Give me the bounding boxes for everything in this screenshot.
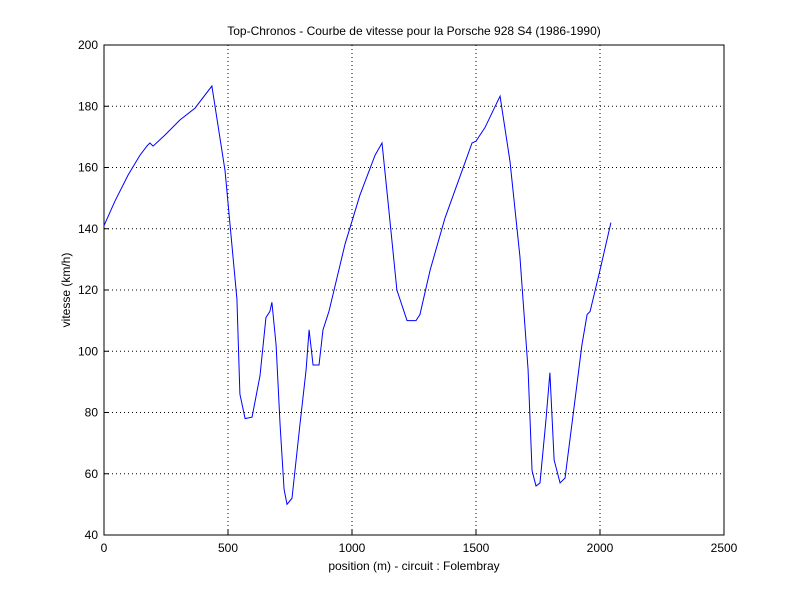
x-tick-label: 1000 [339, 541, 366, 555]
y-tick-label: 40 [85, 528, 99, 542]
line-series [103, 84, 612, 506]
x-tick-label: 0 [101, 541, 108, 555]
y-axis-label: vitesse (km/h) [59, 253, 73, 328]
y-tick-label: 160 [78, 161, 98, 175]
y-tick-label: 120 [78, 283, 98, 297]
y-tick-label: 100 [78, 344, 98, 358]
x-tick-label: 2500 [711, 541, 738, 555]
y-tick-label: 140 [78, 222, 98, 236]
x-axis-label: position (m) - circuit : Folembray [328, 559, 499, 573]
x-tick-label: 2000 [587, 541, 614, 555]
x-tick-label: 1500 [463, 541, 490, 555]
x-tick-label: 500 [218, 541, 238, 555]
chart-title: Top-Chronos - Courbe de vitesse pour la … [227, 24, 601, 38]
y-tick-label: 80 [85, 406, 99, 420]
y-tick-label: 60 [85, 467, 99, 481]
y-tick-label: 180 [78, 99, 98, 113]
y-tick-label: 200 [78, 38, 98, 52]
